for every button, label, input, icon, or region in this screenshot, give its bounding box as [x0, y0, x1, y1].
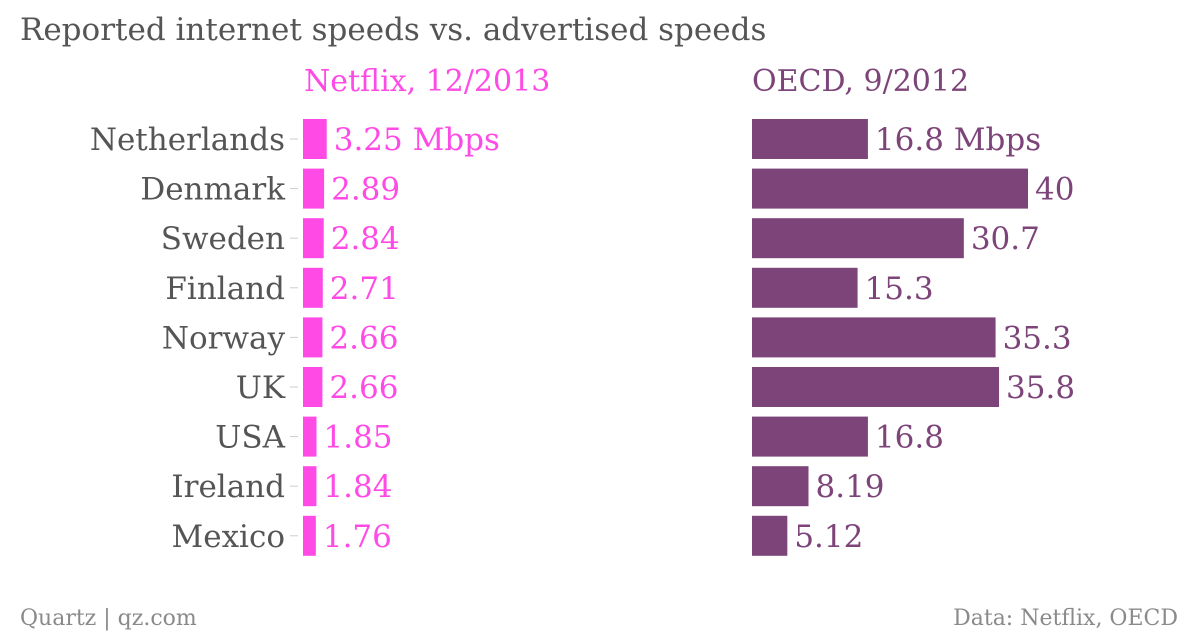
category-labels: Netherlands Denmark Sweden Finland Norway UK U…: [90, 122, 298, 555]
chart-title: Reported internet speeds vs. advertised …: [20, 12, 767, 48]
oecd-panel-title: OECD, 9/2012: [752, 64, 970, 99]
netflix-value-label-denmark: 2.89: [331, 172, 400, 208]
netflix-bar-finland: [303, 267, 323, 308]
oecd-bars: 16.8 Mbps 40 30.7 15.3 35.3 35.8 16.8 8.19 5.12: [752, 119, 1075, 556]
netflix-bar-mexico: [303, 515, 316, 556]
oecd-bar-uk: [752, 367, 1000, 407]
netflix-value-label-mexico: 1.76: [323, 519, 392, 555]
netflix-panel-title: Netflix, 12/2013: [304, 64, 551, 99]
netflix-bar-norway: [303, 317, 323, 358]
netflix-bars: 3.25 Mbps 2.89 2.84 2.71 2.66 2.66 1.85 1.84 1.7…: [303, 119, 500, 556]
netflix-value-label-sweden: 2.84: [331, 221, 400, 257]
oecd-value-label-netherlands: 16.8 Mbps: [875, 122, 1041, 158]
netflix-bar-sweden: [303, 218, 324, 259]
netflix-value-label-finland: 2.71: [330, 271, 399, 307]
footer-credit: Quartz | qz.com: [20, 606, 197, 631]
category-label-denmark: Denmark: [140, 172, 285, 208]
category-label-norway: Norway: [162, 320, 286, 356]
category-label-finland: Finland: [165, 271, 285, 307]
category-label-netherlands: Netherlands: [90, 122, 285, 158]
netflix-bar-ireland: [303, 466, 317, 507]
category-label-sweden: Sweden: [161, 221, 285, 257]
oecd-value-label-finland: 15.3: [865, 271, 934, 307]
category-label-uk: UK: [236, 370, 286, 406]
oecd-bar-mexico: [752, 515, 788, 556]
oecd-value-label-ireland: 8.19: [816, 469, 885, 505]
netflix-bar-netherlands: [303, 119, 327, 159]
netflix-value-label-norway: 2.66: [329, 320, 398, 356]
netflix-bar-usa: [303, 416, 317, 457]
category-label-ireland: Ireland: [171, 469, 285, 505]
oecd-bar-finland: [752, 267, 858, 308]
oecd-value-label-usa: 16.8: [875, 420, 944, 456]
oecd-bar-norway: [752, 317, 996, 358]
oecd-bar-sweden: [752, 218, 964, 259]
oecd-value-label-norway: 35.3: [1003, 320, 1072, 356]
oecd-value-label-mexico: 5.12: [794, 519, 863, 555]
oecd-bar-usa: [752, 416, 868, 457]
oecd-bar-ireland: [752, 466, 809, 507]
category-label-mexico: Mexico: [171, 519, 285, 555]
netflix-value-label-usa: 1.85: [324, 420, 393, 456]
oecd-bar-netherlands: [752, 119, 868, 159]
netflix-value-label-uk: 2.66: [329, 370, 398, 406]
netflix-bar-uk: [303, 367, 323, 407]
oecd-bar-denmark: [752, 168, 1028, 209]
netflix-value-label-netherlands: 3.25 Mbps: [334, 122, 500, 158]
oecd-value-label-sweden: 30.7: [971, 221, 1040, 257]
netflix-value-label-ireland: 1.84: [323, 469, 392, 505]
oecd-value-label-uk: 35.8: [1006, 370, 1075, 406]
category-label-usa: USA: [215, 420, 285, 456]
bar-chart: Netherlands Denmark Sweden Finland Norway UK U…: [90, 119, 1075, 556]
footer-source: Data: Netflix, OECD: [953, 606, 1178, 631]
oecd-value-label-denmark: 40: [1035, 172, 1074, 208]
netflix-bar-denmark: [303, 168, 325, 209]
